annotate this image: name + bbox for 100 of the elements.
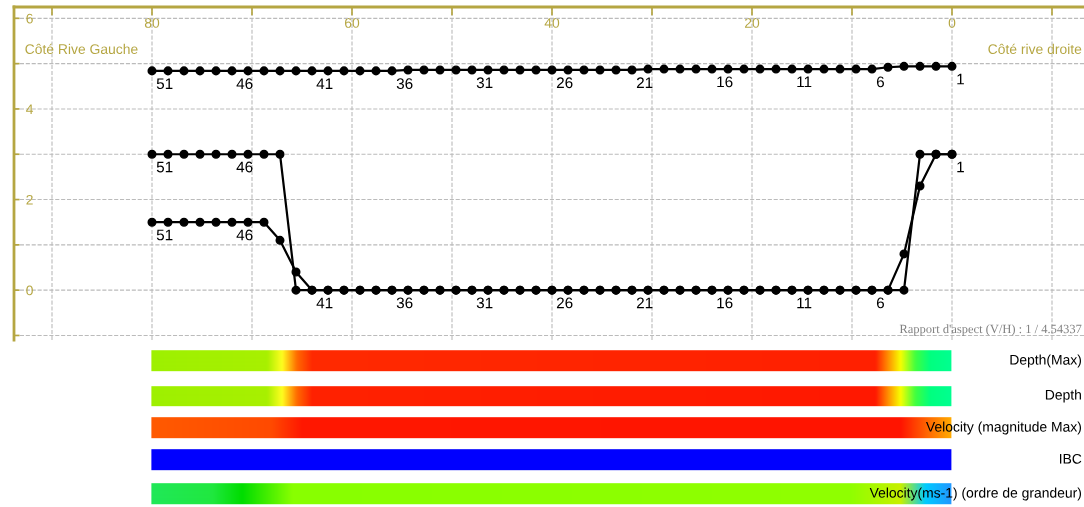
point xyxy=(387,66,397,76)
point xyxy=(947,61,957,71)
point xyxy=(899,61,909,71)
x-tick-label: 40 xyxy=(544,18,560,28)
annotation: 26 xyxy=(556,77,573,89)
point xyxy=(499,65,509,75)
x-tick-label: 60 xyxy=(344,18,360,28)
annotation: Côté Rive Gauche xyxy=(25,43,138,55)
point xyxy=(931,61,941,71)
point xyxy=(227,66,237,76)
point xyxy=(851,64,861,74)
point xyxy=(339,66,349,76)
point xyxy=(195,217,205,227)
point xyxy=(627,65,637,75)
point xyxy=(739,64,749,74)
point xyxy=(835,64,845,74)
point xyxy=(579,65,589,75)
point xyxy=(515,65,525,75)
annotation: 36 xyxy=(396,297,413,309)
annotation: 6 xyxy=(876,76,884,88)
annotation: 31 xyxy=(476,297,493,309)
point xyxy=(595,65,605,75)
point xyxy=(147,217,157,227)
annotation: 36 xyxy=(396,78,413,90)
point xyxy=(403,65,413,75)
point xyxy=(691,64,701,74)
y-tick-label: 2 xyxy=(26,194,33,205)
point xyxy=(179,149,189,159)
annotation: 11 xyxy=(797,297,812,309)
text: Velocity(ms-1) (ordre de grandeur) xyxy=(869,487,1082,501)
point xyxy=(259,149,269,159)
annotation: Côté rive droite xyxy=(988,43,1082,55)
point xyxy=(211,217,221,227)
point xyxy=(291,267,301,277)
point xyxy=(275,235,285,245)
point xyxy=(803,64,813,74)
point xyxy=(547,65,557,75)
point xyxy=(291,66,301,76)
point xyxy=(915,149,925,159)
point xyxy=(227,217,237,227)
annotation: 46 xyxy=(236,78,253,90)
point xyxy=(451,65,461,75)
point xyxy=(291,285,301,295)
annotation: 51 xyxy=(156,229,173,241)
text: Depth xyxy=(1045,389,1081,403)
point xyxy=(371,66,381,76)
point xyxy=(323,66,333,76)
point xyxy=(883,62,893,72)
point xyxy=(723,64,733,74)
annotation: 46 xyxy=(236,161,253,173)
point xyxy=(307,66,317,76)
annotation: 16 xyxy=(717,297,733,309)
point xyxy=(675,64,685,74)
annotation: Rapport d'aspect (V/H) : 1 / 4.54337 xyxy=(899,324,1082,336)
point xyxy=(195,66,205,76)
point xyxy=(819,64,829,74)
annotation: 26 xyxy=(556,297,573,309)
point xyxy=(707,64,717,74)
point xyxy=(483,65,493,75)
annotation: 6 xyxy=(876,297,884,309)
point xyxy=(867,64,877,74)
annotation: 51 xyxy=(156,78,173,90)
annotation: 1 xyxy=(957,161,964,173)
point xyxy=(211,66,221,76)
point xyxy=(227,149,237,159)
point xyxy=(243,66,253,76)
point xyxy=(611,65,621,75)
annotation: 41 xyxy=(316,78,333,89)
annotation: 21 xyxy=(636,77,653,88)
annotation: 16 xyxy=(717,76,733,88)
point xyxy=(787,64,797,74)
point xyxy=(243,217,253,227)
annotation: 41 xyxy=(316,297,333,309)
point xyxy=(179,217,189,227)
point xyxy=(259,217,269,227)
point xyxy=(467,65,477,75)
point xyxy=(195,149,205,159)
point xyxy=(259,66,269,76)
annotation: 46 xyxy=(236,229,253,241)
text: IBC xyxy=(1059,453,1082,464)
annotation: 51 xyxy=(156,161,173,173)
point xyxy=(915,181,925,191)
point xyxy=(771,64,781,74)
point xyxy=(147,66,157,76)
point xyxy=(531,65,541,75)
annotation: 21 xyxy=(636,297,653,309)
y-tick-label: 0 xyxy=(26,285,33,296)
point xyxy=(899,249,909,259)
y-tick-label: 6 xyxy=(26,13,33,24)
point xyxy=(211,149,221,159)
point xyxy=(275,149,285,159)
point xyxy=(419,65,429,75)
annotation: 31 xyxy=(476,77,493,89)
point xyxy=(147,149,157,159)
text: Depth(Max) xyxy=(1010,354,1081,368)
point xyxy=(899,285,909,295)
point xyxy=(275,66,285,76)
point xyxy=(659,64,669,74)
point xyxy=(355,66,365,76)
point xyxy=(243,149,253,159)
